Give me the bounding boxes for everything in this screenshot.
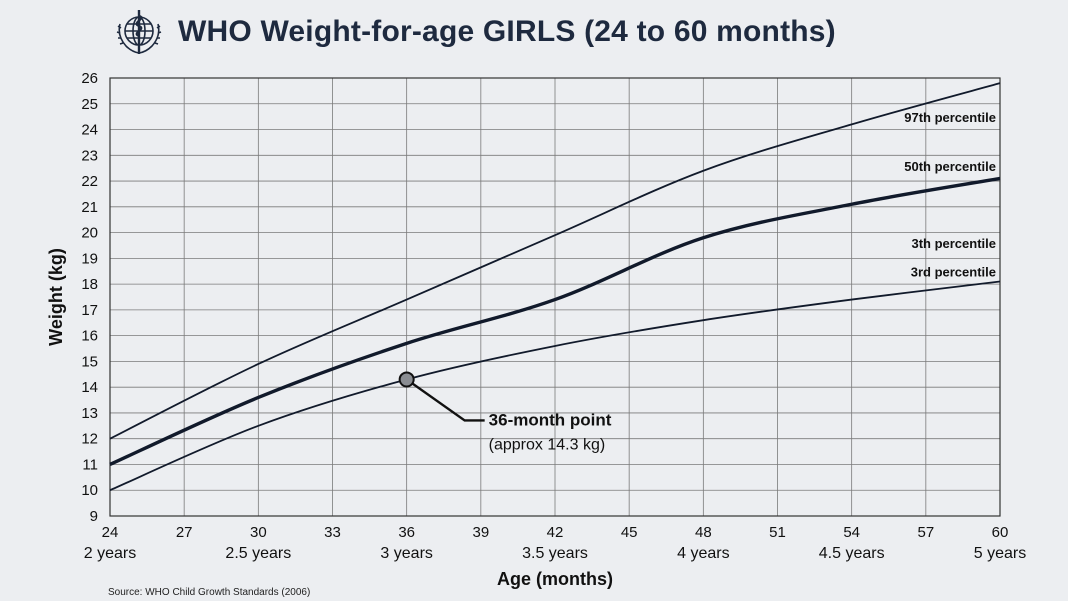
x-tick-label: 24 [102, 524, 119, 541]
y-tick-label: 23 [81, 147, 98, 164]
x-age-label: 3.5 years [522, 545, 588, 562]
x-tick-label: 30 [250, 524, 267, 541]
annotation-marker [398, 371, 415, 388]
y-tick-label: 17 [81, 302, 98, 319]
y-tick-label: 25 [81, 96, 98, 113]
annotation: 36-month point (approx 14.3 kg) [398, 371, 612, 453]
series-label: 3th percentile [911, 236, 996, 251]
x-axis-title: Age (months) [497, 569, 613, 589]
x-tick-label: 39 [472, 524, 489, 541]
annotation-leader [405, 378, 485, 422]
series-labels: 97th percentile 50th percentile 3th percen… [904, 110, 996, 280]
y-tick-label: 10 [81, 482, 98, 499]
x-tick-label: 60 [992, 524, 1009, 541]
y-tick-label: 9 [90, 508, 98, 525]
y-tick-label: 26 [81, 70, 98, 87]
x-age-label: 2 years [84, 545, 136, 562]
annotation-title: 36-month point [489, 410, 612, 429]
axis-ticks: 9 10 11 12 13 14 15 16 17 18 19 20 21 22 23 24 25 26 24 27 3… [81, 70, 1026, 562]
series-lines [109, 82, 1001, 492]
series-line-3rd-percentile [109, 280, 1001, 492]
y-axis-title: Weight (kg) [46, 248, 66, 346]
x-age-label: 4.5 years [819, 545, 885, 562]
series-label: 97th percentile [904, 110, 996, 125]
y-tick-label: 13 [81, 405, 98, 422]
y-tick-label: 12 [81, 431, 98, 448]
chart-header: WHO Weight-for-age GIRLS (24 to 60 month… [112, 6, 836, 58]
y-tick-label: 16 [81, 328, 98, 345]
plot-frame [109, 77, 1001, 517]
series-line-97th-percentile [109, 82, 1001, 440]
x-age-label: 2.5 years [225, 545, 291, 562]
y-tick-label: 14 [81, 379, 98, 396]
y-tick-label: 11 [82, 456, 98, 473]
x-tick-label: 36 [398, 524, 415, 541]
x-tick-label: 45 [621, 524, 638, 541]
x-tick-label: 51 [769, 524, 786, 541]
series-line-50th-percentile [109, 176, 1001, 467]
series-label: 3rd percentile [911, 264, 996, 279]
x-tick-label: 27 [176, 524, 193, 541]
y-tick-label: 15 [81, 353, 98, 370]
source-note: Source: WHO Child Growth Standards (2006… [108, 587, 310, 598]
y-tick-label: 18 [81, 276, 98, 293]
x-tick-label: 48 [695, 524, 712, 541]
x-age-label: 3 years [380, 545, 432, 562]
chart-title: WHO Weight-for-age GIRLS (24 to 60 month… [178, 15, 836, 48]
y-tick-label: 24 [81, 122, 98, 139]
series-label: 50th percentile [904, 159, 996, 174]
grid [109, 77, 1001, 517]
y-tick-label: 19 [81, 250, 98, 267]
x-tick-label: 42 [547, 524, 564, 541]
x-age-label: 5 years [974, 545, 1026, 562]
y-tick-label: 20 [81, 225, 98, 242]
who-emblem-icon [116, 10, 162, 54]
x-age-label: 4 years [677, 545, 729, 562]
x-tick-label: 57 [917, 524, 934, 541]
annotation-subtitle: (approx 14.3 kg) [489, 436, 606, 453]
x-tick-label: 33 [324, 524, 341, 541]
y-tick-label: 22 [81, 173, 98, 190]
y-tick-label: 21 [81, 199, 98, 216]
x-tick-label: 54 [843, 524, 860, 541]
